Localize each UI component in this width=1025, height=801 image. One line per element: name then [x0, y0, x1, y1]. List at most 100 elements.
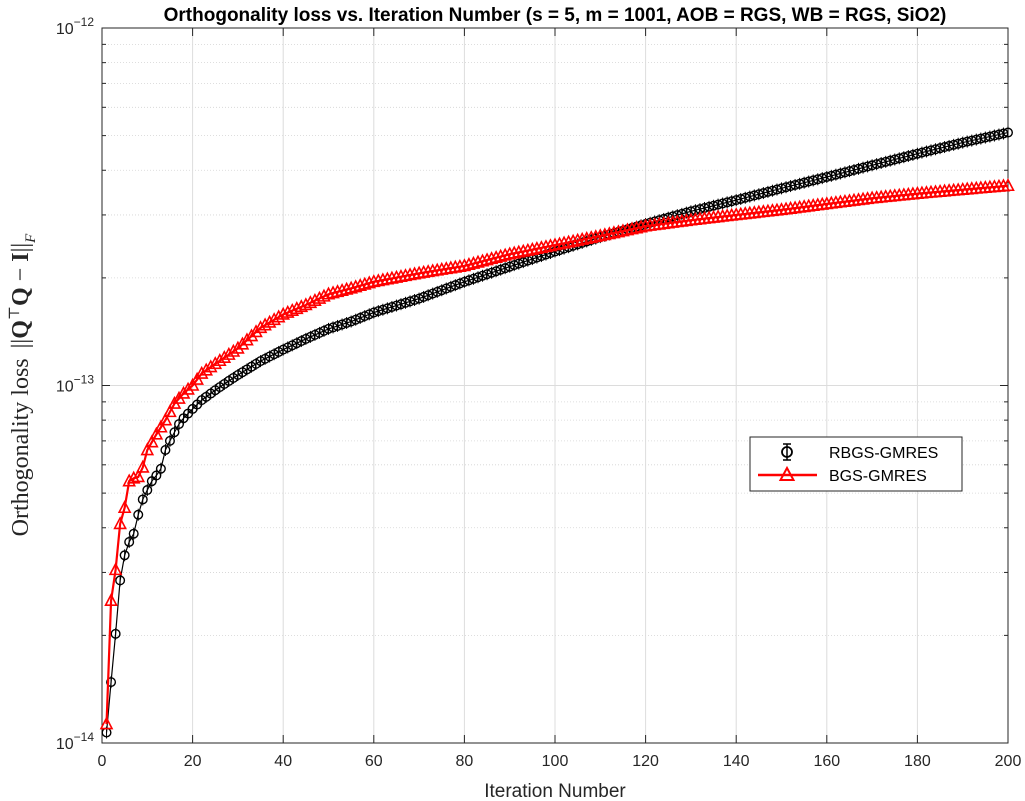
point-bgs-gmres	[176, 385, 191, 399]
point-bgs-gmres	[484, 251, 499, 265]
point-bgs-gmres	[226, 343, 241, 357]
point-bgs-gmres	[462, 257, 476, 271]
point-bgs-gmres	[588, 229, 603, 243]
point-bgs-gmres	[362, 275, 377, 289]
point-rbgs-gmres	[124, 536, 135, 547]
point-bgs-gmres	[203, 359, 218, 373]
point-bgs-gmres	[385, 270, 399, 284]
x-tick-label: 100	[542, 753, 569, 770]
point-bgs-gmres	[231, 340, 245, 354]
y-axis-label-sub: F	[23, 233, 39, 244]
point-bgs-gmres	[181, 381, 195, 395]
point-bgs-gmres	[244, 328, 259, 342]
point-bgs-gmres	[122, 473, 137, 487]
point-bgs-gmres	[516, 243, 531, 257]
point-rbgs-gmres	[119, 550, 130, 561]
point-bgs-gmres	[149, 426, 164, 440]
y-axis-label-i: I	[8, 252, 34, 261]
grid	[102, 28, 1008, 743]
point-bgs-gmres	[348, 279, 363, 293]
point-bgs-gmres	[339, 281, 354, 295]
point-rbgs-gmres	[115, 575, 126, 586]
y-axis-label-main: Orthogonality loss	[8, 358, 34, 536]
legend: RBGS-GMRES BGS-GMRES	[749, 436, 963, 492]
point-bgs-gmres	[376, 272, 390, 286]
point-bgs-gmres	[317, 288, 331, 302]
y-tick-label: 10−14	[56, 730, 94, 753]
y-axis-label-sup: ⊤	[7, 306, 23, 320]
axis-ticks	[101, 27, 1009, 744]
legend-box	[749, 436, 963, 492]
point-bgs-gmres	[299, 297, 313, 311]
point-bgs-gmres	[113, 516, 127, 530]
point-bgs-gmres	[634, 219, 648, 233]
x-tick-label: 40	[274, 753, 292, 770]
point-bgs-gmres	[561, 234, 576, 248]
point-bgs-gmres	[557, 235, 571, 249]
point-bgs-gmres	[321, 286, 336, 300]
y-tick-label: 10−12	[56, 15, 94, 38]
point-bgs-gmres	[629, 220, 644, 234]
point-bgs-gmres	[271, 309, 286, 323]
point-bgs-gmres	[398, 268, 413, 282]
point-bgs-gmres	[539, 239, 553, 253]
point-rbgs-gmres	[106, 677, 117, 688]
x-tick-label: 0	[98, 753, 107, 770]
point-bgs-gmres	[534, 240, 549, 254]
point-bgs-gmres	[530, 241, 544, 255]
point-rbgs-gmres	[1003, 127, 1014, 138]
series-group	[99, 126, 1015, 739]
point-bgs-gmres	[145, 434, 159, 448]
point-bgs-gmres	[493, 248, 508, 262]
point-bgs-gmres	[507, 245, 522, 259]
point-bgs-gmres	[276, 306, 291, 320]
series-line-rbgs-gmres	[105, 131, 1009, 733]
series-bgs-gmres	[99, 178, 1015, 730]
point-bgs-gmres	[598, 227, 612, 241]
point-bgs-gmres	[289, 301, 304, 315]
x-tick-label: 180	[904, 753, 931, 770]
point-bgs-gmres	[575, 231, 590, 245]
x-tick-label: 60	[365, 753, 383, 770]
point-bgs-gmres	[593, 228, 608, 242]
point-rbgs-gmres	[169, 427, 180, 438]
point-rbgs-gmres	[110, 628, 121, 639]
point-bgs-gmres	[294, 299, 309, 313]
point-bgs-gmres	[208, 356, 223, 370]
point-bgs-gmres	[285, 302, 300, 316]
point-rbgs-gmres	[155, 463, 166, 474]
point-rbgs-gmres	[142, 485, 153, 496]
point-bgs-gmres	[154, 419, 168, 433]
y-axis-label-q2: Q	[8, 287, 34, 306]
point-bgs-gmres	[126, 470, 141, 484]
point-bgs-gmres	[543, 238, 558, 252]
x-tick-labels: 0 20 40 60 80 100 120 140 160 180 200	[98, 753, 1022, 770]
x-tick-label: 160	[813, 753, 840, 770]
point-bgs-gmres	[249, 324, 263, 338]
point-bgs-gmres	[344, 280, 358, 294]
point-bgs-gmres	[99, 716, 114, 730]
point-bgs-gmres	[330, 284, 345, 298]
point-bgs-gmres	[303, 295, 318, 309]
point-bgs-gmres	[240, 332, 254, 346]
point-bgs-gmres	[394, 268, 408, 283]
x-axis-label: Iteration Number	[484, 781, 626, 801]
y-axis-label-minus: −	[8, 268, 34, 282]
point-bgs-gmres	[235, 336, 250, 350]
x-tick-label: 140	[723, 753, 750, 770]
point-bgs-gmres	[104, 593, 118, 607]
series-rbgs-gmres	[101, 126, 1014, 739]
point-bgs-gmres	[579, 230, 594, 245]
point-bgs-gmres	[620, 222, 635, 236]
point-rbgs-gmres	[137, 494, 148, 505]
x-tick-label: 20	[184, 753, 202, 770]
y-tick-labels: 10−14 10−13 10−12	[56, 15, 94, 753]
point-bgs-gmres	[520, 242, 535, 256]
point-bgs-gmres	[357, 276, 372, 290]
point-bgs-gmres	[326, 285, 340, 299]
legend-marker-bgs	[758, 465, 817, 481]
point-bgs-gmres	[353, 277, 368, 292]
point-bgs-gmres	[471, 254, 485, 268]
point-bgs-gmres	[280, 304, 295, 318]
